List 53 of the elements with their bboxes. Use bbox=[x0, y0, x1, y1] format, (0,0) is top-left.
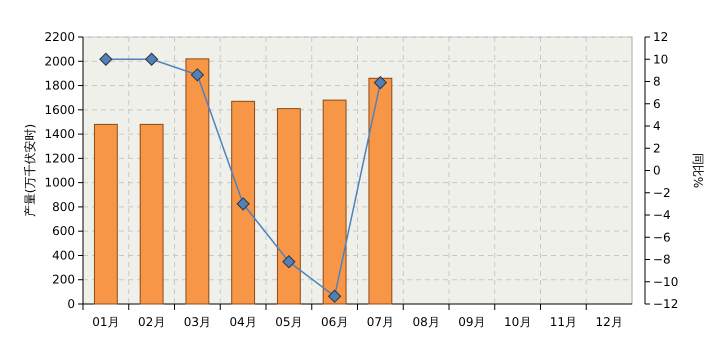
y-tick-label: 1800 bbox=[44, 78, 75, 93]
y-tick-label: 800 bbox=[52, 200, 75, 214]
x-tick-label: 10月 bbox=[504, 315, 532, 329]
y2-tick-label: 10 bbox=[653, 52, 668, 66]
x-tick-label: 11月 bbox=[550, 315, 578, 329]
y2-tick-label: 4 bbox=[653, 119, 661, 133]
x-tick-label: 03月 bbox=[184, 315, 212, 329]
x-tick-label: 08月 bbox=[412, 315, 440, 329]
y2-tick-label: −2 bbox=[653, 186, 671, 200]
point bbox=[99, 52, 112, 66]
x-tick-label: 05月 bbox=[275, 315, 303, 329]
y2-tick-label: −10 bbox=[653, 274, 678, 289]
x-tick-label: 06月 bbox=[320, 315, 348, 329]
point bbox=[282, 255, 296, 268]
x-tick-label: 02月 bbox=[138, 315, 166, 329]
y2-tick-label: 2 bbox=[653, 141, 661, 156]
y-tick-label: 400 bbox=[52, 248, 75, 262]
y-tick-label: 1200 bbox=[44, 151, 75, 166]
bar bbox=[368, 78, 392, 304]
y2-tick-label: −12 bbox=[653, 297, 678, 311]
bar bbox=[94, 124, 118, 304]
point bbox=[236, 197, 250, 210]
y2-tick-label: 0 bbox=[653, 164, 661, 178]
x-tick-label: 09月 bbox=[458, 315, 486, 329]
point bbox=[328, 290, 342, 303]
y2-tick-label: −6 bbox=[653, 230, 671, 244]
y-tick-label: 2000 bbox=[44, 54, 75, 68]
bar bbox=[231, 100, 256, 304]
point bbox=[145, 52, 158, 66]
x-tick-label: 12月 bbox=[595, 315, 623, 329]
x-tick-label: 01月 bbox=[92, 315, 120, 329]
y-tick-label: 0 bbox=[67, 297, 75, 311]
bar bbox=[185, 58, 210, 304]
x-tick-label: 04月 bbox=[229, 315, 257, 329]
y-axis-title: 产量(万千伏安时) bbox=[23, 124, 37, 218]
point bbox=[374, 76, 387, 90]
bar bbox=[276, 108, 301, 304]
y-tick-label: 1600 bbox=[44, 102, 75, 117]
y2-tick-label: 6 bbox=[653, 96, 661, 111]
y2-tick-label: −4 bbox=[653, 208, 671, 222]
bar bbox=[140, 124, 164, 304]
y-tick-label: 200 bbox=[52, 272, 75, 287]
y2-tick-label: −8 bbox=[653, 252, 671, 266]
y2-tick-label: 12 bbox=[653, 30, 668, 44]
y-tick-label: 600 bbox=[52, 224, 75, 238]
y2-tick-label: 8 bbox=[653, 74, 661, 88]
point bbox=[190, 68, 204, 82]
bar bbox=[322, 100, 347, 304]
y-tick-label: 2200 bbox=[44, 30, 75, 44]
y-tick-label: 1400 bbox=[44, 127, 75, 142]
y-tick-label: 1000 bbox=[44, 176, 75, 190]
y2-axis-title: 同比% bbox=[691, 152, 705, 188]
x-tick-label: 07月 bbox=[366, 315, 394, 329]
